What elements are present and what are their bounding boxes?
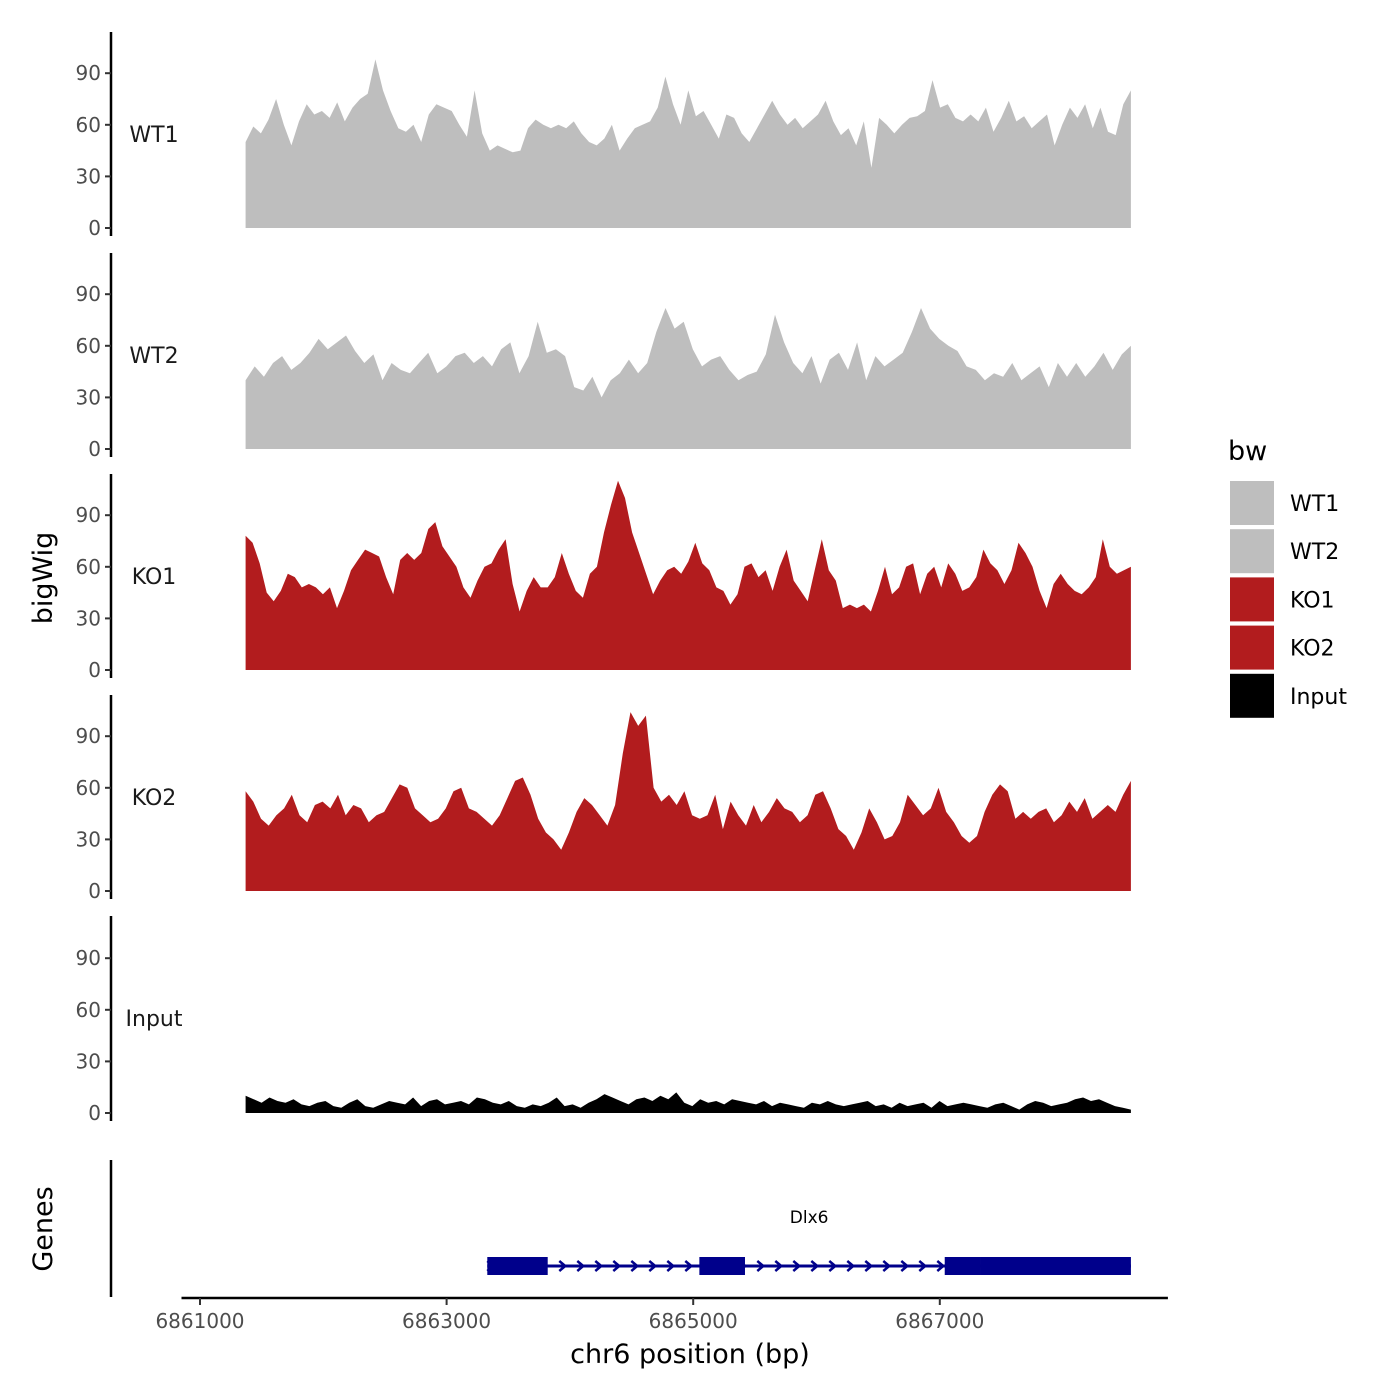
genes-track: Genes Dlx6 [28,1160,1131,1297]
y-axis-title: bigWig [28,532,59,625]
legend-item-label: KO2 [1290,637,1335,662]
legend-item-input: Input [1230,673,1347,718]
track-label-ko2: KO2 [132,786,177,811]
legend-item-ko1: KO1 [1230,577,1335,622]
strand-arrow [846,1260,856,1272]
y-tick-label: 90 [76,503,101,527]
track-label-input: Input [126,1007,183,1032]
track-label-ko1: KO1 [132,565,177,590]
y-tick-label: 90 [76,61,101,85]
x-tick-label: 6861000 [155,1309,244,1333]
strand-arrow [576,1260,586,1272]
x-tick-label: 6865000 [649,1309,738,1333]
y-tick-label: 30 [76,385,101,409]
y-tick-label: 60 [76,776,101,800]
y-tick-label: 30 [76,1049,101,1073]
y-tick-label: 60 [76,998,101,1022]
legend-key-swatch [1230,529,1274,574]
signal-area-ko1 [245,480,1131,670]
y-tick-label: 90 [76,946,101,970]
legend-key-swatch [1230,577,1274,622]
strand-arrow [810,1260,820,1272]
strand-arrow [864,1260,874,1272]
legend-item-ko2: KO2 [1230,625,1335,670]
x-tick-label: 6867000 [895,1309,984,1333]
exon-block [980,1257,1131,1275]
gene-name-label: Dlx6 [790,1208,829,1228]
strand-arrow [882,1260,892,1272]
legend-item-label: WT2 [1290,540,1339,565]
y-tick-label: 30 [76,827,101,851]
y-tick-label: 30 [76,606,101,630]
legend-item-label: WT1 [1290,492,1339,517]
track-panel-input: 0 30 60 90 Input [76,916,1131,1125]
strand-arrow [684,1260,694,1272]
y-tick-label: 60 [76,334,101,358]
legend-key-swatch [1230,481,1274,525]
strand-arrow [666,1260,676,1272]
y-tick-label: 60 [76,113,101,137]
signal-area-input [245,1092,1131,1113]
track-label-wt2: WT2 [129,344,178,369]
exon-block [487,1257,548,1275]
y-tick-label: 0 [88,437,101,461]
x-axis-title: chr6 position (bp) [570,1339,810,1370]
track-panel-wt2: 0 30 60 90 WT2 [76,253,1131,461]
track-panel-wt1: 0 30 60 90 WT1 [76,32,1131,240]
exon-block [699,1257,745,1275]
y-tick-label: 0 [88,879,101,903]
signal-area-wt1 [245,59,1131,229]
strand-arrow [594,1260,604,1272]
y-tick-label: 0 [88,216,101,240]
gene-dlx6: Dlx6 [486,1208,1131,1275]
y-tick-label: 90 [76,282,101,306]
strand-arrow [558,1260,568,1272]
tracks-group: 0 30 60 90 WT1 0 30 60 90 WT2 0 30 60 90 KO1 0 30 60 90 KO2… [76,32,1131,1125]
strand-arrow [918,1260,928,1272]
strand-arrow [792,1260,802,1272]
strand-arrow [648,1260,658,1272]
x-axis: 6861000 6863000 6865000 6867000 [155,1296,1168,1333]
strand-arrow [900,1260,910,1272]
genes-track-title: Genes [28,1186,59,1271]
legend-title: bw [1228,436,1267,467]
legend-item-wt1: WT1 [1230,481,1339,525]
y-tick-label: 30 [76,164,101,188]
strand-arrow [630,1260,640,1272]
track-panel-ko1: 0 30 60 90 KO1 [76,474,1131,682]
legend-item-wt2: WT2 [1230,529,1339,574]
y-tick-label: 0 [88,1101,101,1125]
x-tick-label: 6863000 [402,1309,491,1333]
track-label-wt1: WT1 [129,123,178,148]
signal-area-wt2 [245,308,1131,449]
track-panel-ko2: 0 30 60 90 KO2 [76,695,1131,903]
signal-area-ko2 [245,712,1131,891]
legend: bw WT1 WT2 KO1 KO2 Input [1228,436,1347,718]
strand-arrow [612,1260,622,1272]
legend-key-swatch [1230,625,1274,670]
y-tick-label: 60 [76,555,101,579]
strand-arrow [756,1260,766,1272]
strand-arrow [828,1260,838,1272]
y-tick-label: 90 [76,724,101,748]
strand-arrow [774,1260,784,1272]
legend-item-label: Input [1290,685,1347,710]
y-tick-label: 0 [88,658,101,682]
strand-arrow [936,1260,946,1272]
exon-block [944,1257,981,1275]
legend-key-swatch [1230,673,1274,718]
legend-item-label: KO1 [1290,588,1335,613]
